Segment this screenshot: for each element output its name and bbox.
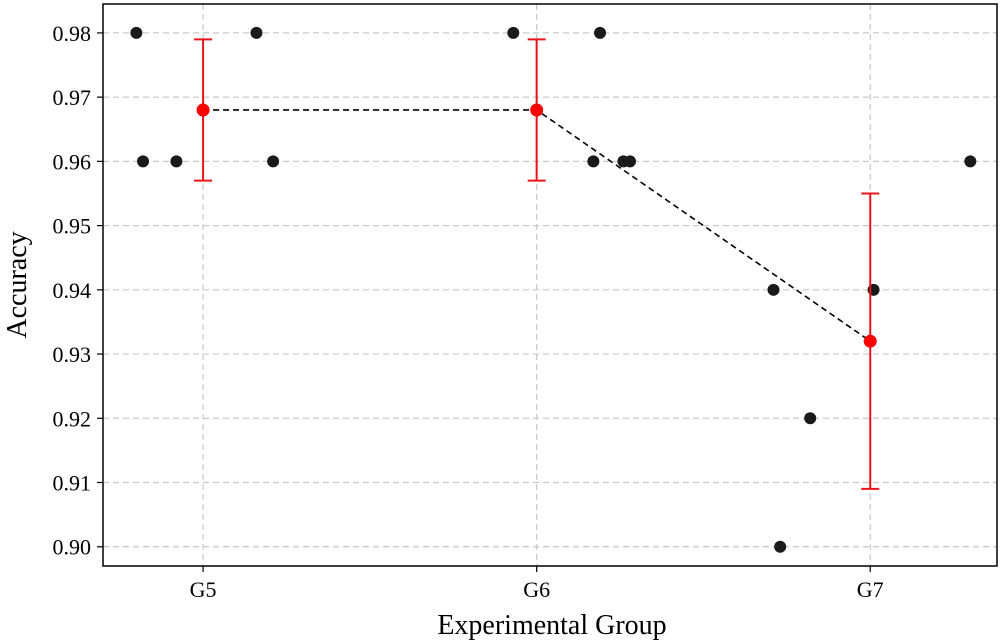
data-point [137,155,150,168]
data-point [587,155,600,168]
mean-marker [196,103,210,117]
data-point [774,540,787,553]
data-point [267,155,280,168]
x-tick-label: G6 [523,577,550,602]
data-point [624,155,637,168]
y-tick-label: 0.97 [53,85,92,110]
data-point [130,26,143,39]
x-axis-title: Experimental Group [437,610,666,641]
data-point [250,26,263,39]
y-tick-label: 0.94 [53,278,92,303]
axes: 0.90 0.91 0.92 0.93 0.94 0.95 0.96 0.97 0.98 G5 G6… [53,3,998,602]
error-bars [194,38,880,490]
data-point [964,155,977,168]
data-point [170,155,183,168]
y-tick-label: 0.98 [53,21,92,46]
mean-marker [863,334,877,348]
data-point [804,412,817,425]
y-axis-title: Accuracy [2,231,33,338]
y-tick-label: 0.90 [53,535,92,560]
y-tick-label: 0.93 [53,342,92,367]
y-tick-label: 0.96 [53,149,92,174]
grid [103,4,997,566]
data-point [767,283,780,296]
y-tick-label: 0.91 [53,471,92,496]
x-tick-label: G7 [857,577,884,602]
y-tick-label: 0.92 [53,406,92,431]
data-point [594,26,607,39]
plot-frame [102,3,998,567]
x-tick-label: G5 [190,577,217,602]
mean-marker [530,103,544,117]
y-tick-label: 0.95 [53,214,92,239]
data-point [507,26,520,39]
